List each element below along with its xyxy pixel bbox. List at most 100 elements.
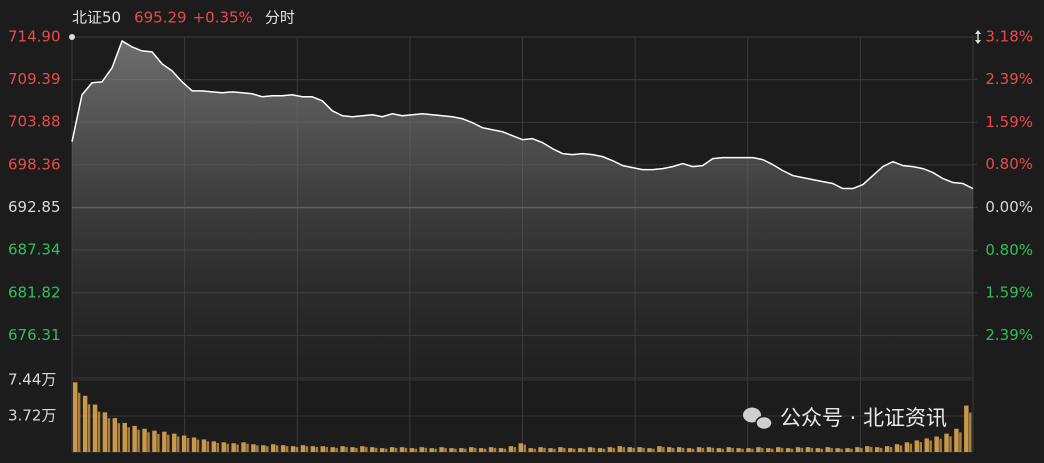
volume-bar (795, 447, 801, 452)
volume-bar (172, 433, 177, 452)
volume-bar (874, 447, 880, 452)
volume-bar-thin (721, 448, 724, 452)
volume-bar-thin (246, 443, 249, 452)
volume-bar-thin (899, 445, 903, 452)
volume-bar (518, 443, 524, 452)
y2-tick-label: 2.39% (985, 70, 1033, 88)
volume-bar (221, 442, 226, 452)
volume-bar (142, 428, 147, 452)
volume-bar-thin (335, 447, 338, 452)
volume-bar (785, 448, 791, 452)
volume-bar-thin (137, 429, 140, 452)
volume-bar-thin (632, 447, 635, 452)
volume-bar-thin (256, 445, 259, 452)
volume-bar-thin (919, 442, 923, 452)
volume-bar-thin (959, 432, 962, 452)
volume-bar (894, 444, 900, 452)
y-tick-label: 692.85 (8, 198, 61, 216)
volume-bar (122, 422, 127, 452)
scale-icon (975, 30, 981, 44)
volume-bar (82, 395, 88, 452)
volume-bar (389, 447, 395, 452)
volume-bar-thin (810, 447, 814, 452)
volume-bar-thin (355, 447, 358, 452)
volume-bar-thin (751, 448, 754, 452)
volume-bar-thin (424, 447, 427, 452)
volume-bar (330, 447, 335, 452)
volume-bar-thin (582, 448, 586, 452)
volume-bar-thin (870, 447, 873, 452)
volume-bar (964, 405, 969, 452)
volume-bar (845, 448, 850, 452)
volume-bar-thin (414, 448, 418, 452)
volume-bar-thin (167, 434, 170, 452)
y2-tick-label: 1.59% (985, 113, 1033, 131)
volume-bar-thin (266, 446, 269, 452)
volume-bar-thin (711, 447, 715, 452)
volume-bar-thin (236, 444, 239, 452)
volume-bar-thin (652, 448, 655, 452)
volume-bar (73, 382, 78, 452)
volume-bar-thin (503, 448, 507, 452)
volume-bar-thin (117, 423, 121, 452)
volume-bar (716, 448, 722, 452)
volume-bar-thin (572, 448, 576, 452)
volume-bar-thin (681, 447, 685, 452)
volume-bar-thin (97, 411, 101, 452)
volume-bar-thin (761, 447, 764, 452)
volume-bar-thin (275, 445, 279, 452)
volume-bar (924, 438, 929, 452)
volume-bar-thin (493, 447, 497, 452)
volume-bar (102, 412, 108, 452)
volume-bar (548, 448, 553, 452)
volume-bar-thin (315, 447, 319, 452)
volume-bar (300, 445, 306, 452)
y2-tick-label: 0.80% (985, 155, 1033, 173)
volume-bar (568, 448, 573, 452)
volume-bar (855, 447, 860, 452)
volume-bar-thin (563, 447, 566, 452)
volume-bar (934, 436, 939, 452)
volume-bar (607, 447, 613, 452)
volume-bar (340, 446, 345, 452)
volume-bar (241, 442, 246, 452)
volume-bar (667, 447, 672, 452)
volume-bar-thin (691, 448, 695, 452)
y-tick-label: 676.31 (8, 326, 61, 344)
volume-bar-thin (612, 447, 616, 452)
volume-tick-label: 3.72万 (8, 407, 56, 425)
volume-bar-thin (444, 447, 447, 452)
volume-bar (558, 447, 563, 452)
volume-bar (686, 448, 692, 452)
volume-bar (429, 448, 434, 452)
chart-mode: 分时 (265, 9, 295, 27)
volume-bar-thin (513, 447, 517, 452)
volume-bar-thin (969, 412, 972, 452)
volume-bar (835, 448, 840, 452)
volume-bar (597, 448, 603, 452)
volume-bar (211, 441, 217, 452)
volume-bar-thin (176, 436, 180, 452)
volume-bar (676, 447, 682, 452)
volume-bar-thin (642, 447, 645, 452)
volume-bar-thin (731, 447, 734, 452)
volume-bar (914, 440, 920, 452)
volume-bar-thin (780, 447, 784, 452)
volume-bar-thin (374, 447, 378, 452)
volume-bar-thin (365, 447, 368, 452)
volume-bar-thin (701, 447, 705, 452)
volume-bar-thin (939, 438, 942, 452)
y2-tick-label: 3.18% (985, 28, 1033, 46)
volume-bar (954, 428, 959, 452)
volume-bar (379, 448, 385, 452)
volume-bar-thin (394, 447, 398, 452)
volume-bar (756, 447, 761, 452)
volume-bar-thin (226, 443, 229, 452)
volume-bar (449, 448, 454, 452)
y-tick-label: 681.82 (8, 283, 61, 301)
volume-bar (439, 447, 444, 452)
volume-bar-thin (662, 447, 665, 452)
volume-bar-thin (107, 418, 111, 452)
volume-bar-thin (473, 447, 477, 452)
